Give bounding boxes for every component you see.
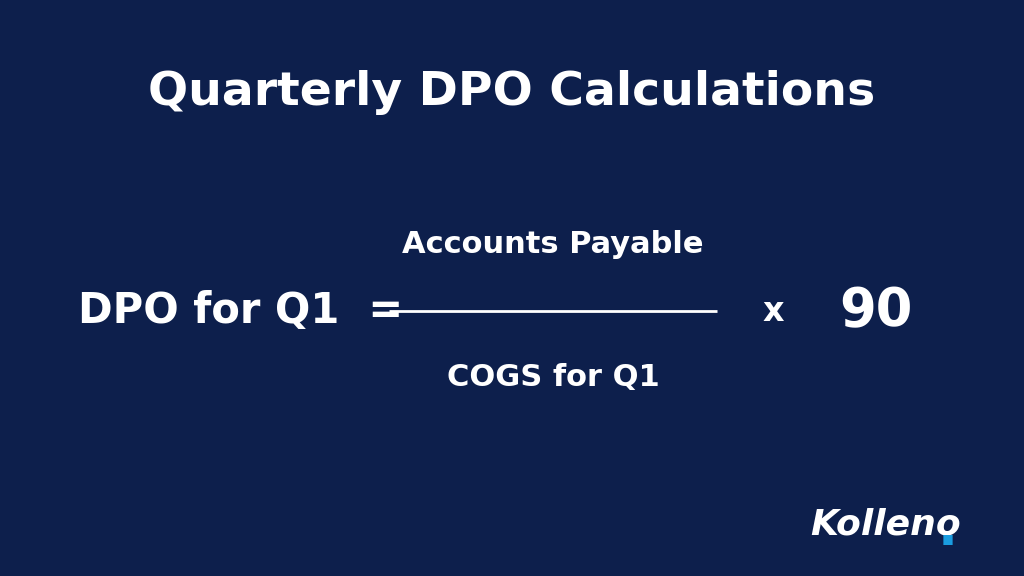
- Text: Quarterly DPO Calculations: Quarterly DPO Calculations: [148, 70, 876, 115]
- Text: Accounts Payable: Accounts Payable: [402, 230, 703, 259]
- Text: 90: 90: [839, 285, 912, 337]
- Text: .: .: [937, 504, 957, 556]
- Text: Kolleno: Kolleno: [810, 507, 962, 541]
- Text: x: x: [763, 294, 783, 328]
- Text: DPO for Q1  =: DPO for Q1 =: [78, 290, 403, 332]
- Text: COGS for Q1: COGS for Q1: [446, 363, 659, 392]
